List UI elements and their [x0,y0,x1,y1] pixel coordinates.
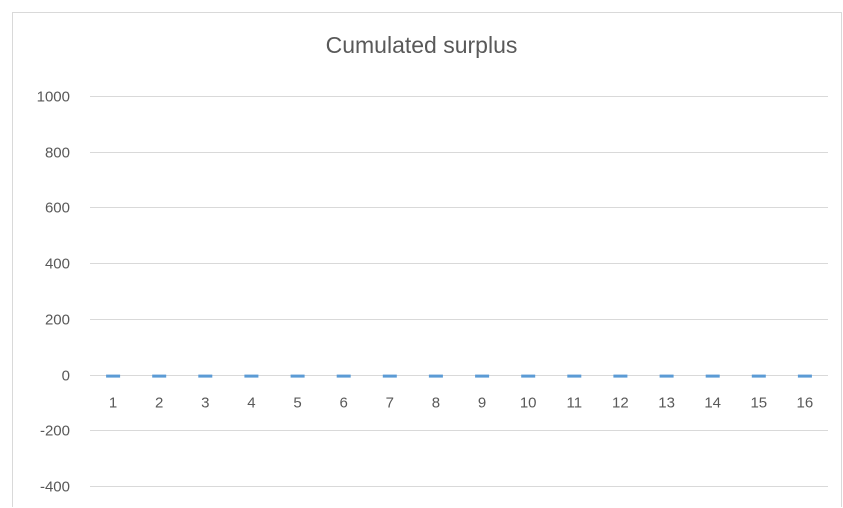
y-tick-label: 1000 [37,89,70,106]
bar-3 [198,374,213,378]
bar-4 [244,374,259,378]
chart-frame [12,12,842,507]
bar-13 [659,374,674,378]
bar-9 [475,374,490,378]
x-tick-label: 3 [201,395,209,412]
y-tick-label: 600 [45,200,70,217]
x-tick-label: 14 [704,395,721,412]
x-tick-label: 10 [520,395,537,412]
bar-8 [428,374,443,378]
bar-1 [106,374,121,378]
bar-16 [797,374,812,378]
x-tick-label: 12 [612,395,629,412]
x-tick-label: 7 [386,395,394,412]
bar-10 [521,374,536,378]
y-tick-label: 400 [45,256,70,273]
x-tick-label: 9 [478,395,486,412]
bar-7 [382,374,397,378]
y-tick-label: -200 [40,423,70,440]
bar-15 [751,374,766,378]
x-tick-label: 13 [658,395,675,412]
bar-2 [152,374,167,378]
x-tick-label: 16 [797,395,814,412]
x-tick-label: 2 [155,395,163,412]
bar-6 [336,374,351,378]
y-tick-label: 800 [45,145,70,162]
x-tick-label: 5 [293,395,301,412]
bar-11 [567,374,582,378]
x-tick-label: 15 [750,395,767,412]
y-tick-label: 0 [62,368,70,385]
x-tick-label: 11 [567,395,583,412]
chart-title: Cumulated surplus [325,32,518,58]
y-tick-label: -400 [40,479,70,496]
x-tick-label: 6 [340,395,348,412]
bar-5 [290,374,305,378]
bar-14 [705,374,720,378]
x-tick-label: 8 [432,395,440,412]
x-tick-label: 4 [247,395,255,412]
bar-12 [613,374,628,378]
x-tick-label: 1 [109,395,117,412]
y-tick-label: 200 [45,312,70,329]
